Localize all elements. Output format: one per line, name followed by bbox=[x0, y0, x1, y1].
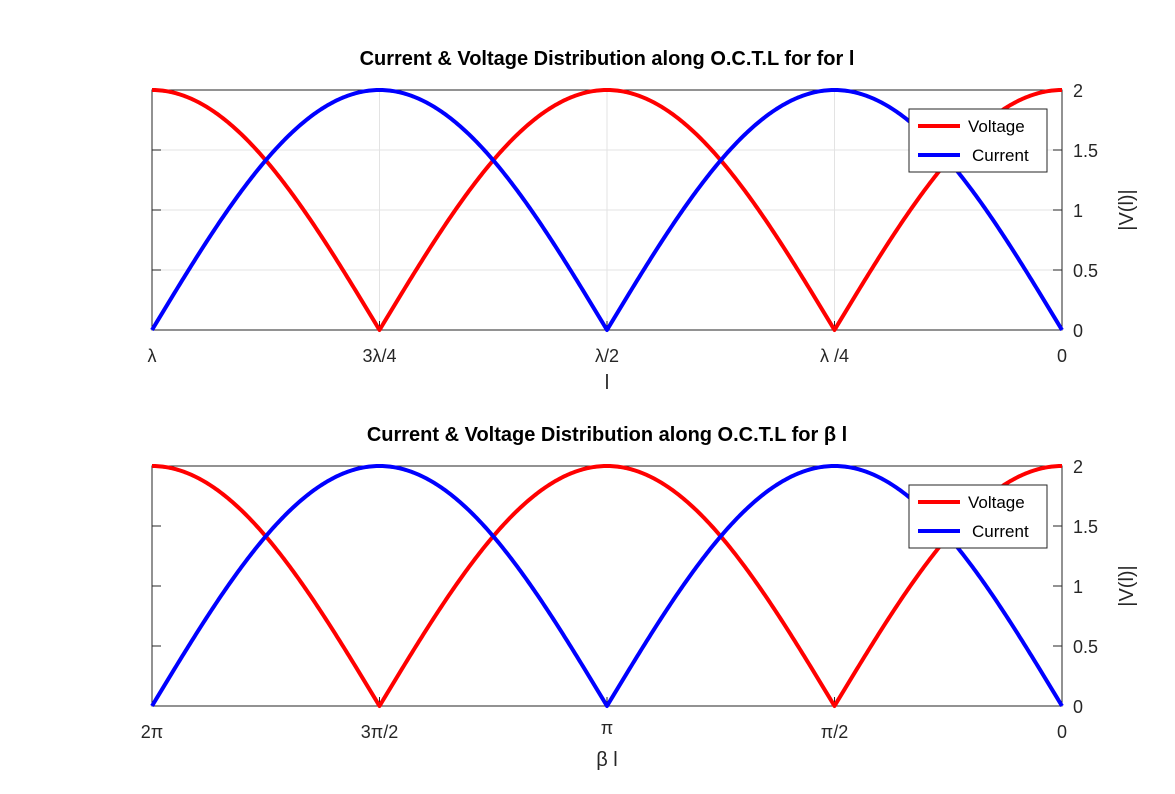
top-legend-box bbox=[908, 108, 1048, 173]
top-subplot: Current & Voltage Distribution along O.C… bbox=[148, 48, 1139, 394]
bottom-legend-box bbox=[908, 484, 1048, 549]
top-x-axis-label: l bbox=[605, 372, 609, 394]
bottom-x-axis-label: β l bbox=[596, 749, 618, 771]
bottom-xtick-label: π/2 bbox=[821, 722, 848, 742]
bottom-ytick-label: 1.5 bbox=[1073, 517, 1098, 537]
bottom-xtick-label: 2π bbox=[141, 722, 163, 742]
top-ytick-label: 1.5 bbox=[1073, 141, 1098, 161]
top-ytick-label: 1 bbox=[1073, 201, 1083, 221]
bottom-voltage-line bbox=[151, 464, 1063, 708]
bottom-legend-voltage-label: Voltage bbox=[968, 493, 1025, 512]
top-legend-voltage-label: Voltage bbox=[968, 117, 1025, 136]
bottom-legend-current-label: Current bbox=[972, 522, 1029, 541]
bottom-chart-title: Current & Voltage Distribution along O.C… bbox=[367, 424, 847, 446]
top-ytick-label: 2 bbox=[1073, 81, 1083, 101]
top-ytick-label: 0 bbox=[1073, 321, 1083, 341]
top-ytick-label: 0.5 bbox=[1073, 261, 1098, 281]
top-xtick-label: 3λ/4 bbox=[362, 346, 396, 366]
top-voltage-line bbox=[151, 88, 1063, 332]
bottom-ytick-label: 1 bbox=[1073, 577, 1083, 597]
top-xtick-label: λ/2 bbox=[595, 346, 619, 366]
top-y-axis-label: |V(l)| bbox=[1116, 189, 1138, 231]
top-legend: Voltage Current bbox=[908, 108, 1048, 173]
top-legend-current-label: Current bbox=[972, 146, 1029, 165]
bottom-ytick-label: 2 bbox=[1073, 457, 1083, 477]
top-chart-title: Current & Voltage Distribution along O.C… bbox=[360, 48, 855, 70]
bottom-subplot: Current & Voltage Distribution along O.C… bbox=[141, 424, 1138, 771]
top-xtick-label: 0 bbox=[1057, 346, 1067, 366]
bottom-ytick-label: 0 bbox=[1073, 697, 1083, 717]
bottom-ytick-label: 0.5 bbox=[1073, 637, 1098, 657]
top-xtick-label: λ /4 bbox=[820, 346, 849, 366]
bottom-xtick-label: 3π/2 bbox=[361, 722, 398, 742]
top-xtick-label: λ bbox=[148, 346, 157, 366]
bottom-xtick-label: 0 bbox=[1057, 722, 1067, 742]
bottom-legend: Voltage Current bbox=[908, 484, 1048, 549]
bottom-y-axis-label: |V(l)| bbox=[1116, 565, 1138, 607]
bottom-xtick-label: π bbox=[601, 718, 613, 738]
